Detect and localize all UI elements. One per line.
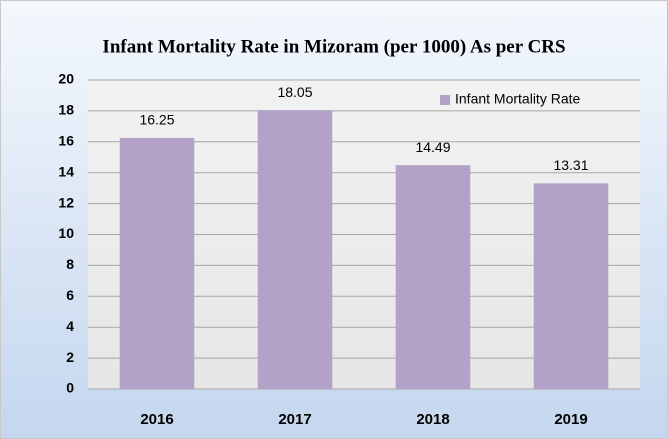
data-label: 14.49 — [415, 139, 450, 155]
y-tick-label: 10 — [58, 225, 74, 241]
y-tick-label: 6 — [66, 287, 74, 303]
x-tick-label: 2016 — [140, 411, 173, 428]
y-tick-label: 16 — [58, 133, 74, 149]
bar — [395, 165, 471, 389]
y-tick-label: 12 — [58, 194, 74, 210]
y-tick-label: 2 — [66, 349, 74, 365]
data-label: 18.05 — [277, 84, 312, 100]
x-tick-label: 2017 — [278, 411, 311, 428]
data-label: 16.25 — [139, 112, 174, 128]
y-tick-label: 14 — [58, 163, 74, 179]
x-tick-label: 2018 — [416, 411, 449, 428]
data-label: 13.31 — [553, 157, 588, 173]
legend-label: Infant Mortality Rate — [455, 91, 580, 107]
y-tick-label: 8 — [66, 256, 74, 272]
bar — [533, 183, 609, 389]
chart-title: Infant Mortality Rate in Mizoram (per 10… — [102, 36, 565, 57]
y-tick-label: 20 — [58, 71, 74, 87]
bar — [119, 137, 195, 389]
y-tick-label: 18 — [58, 102, 74, 118]
y-tick-label: 4 — [66, 318, 74, 334]
legend-swatch — [440, 95, 450, 105]
bar — [257, 110, 333, 389]
x-tick-label: 2019 — [554, 411, 587, 428]
y-tick-label: 0 — [66, 380, 74, 396]
